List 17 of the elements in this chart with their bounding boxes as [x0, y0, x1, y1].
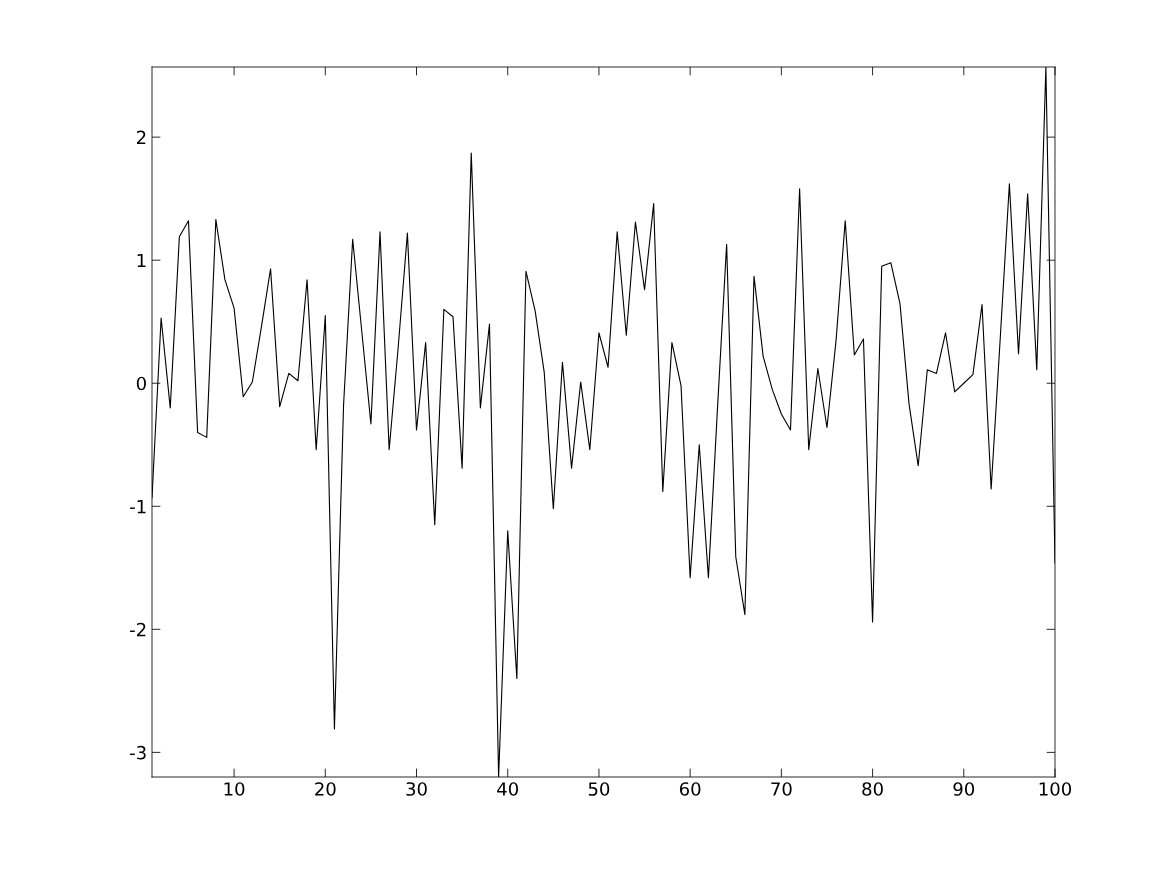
- y-tick-label: 0: [136, 376, 146, 391]
- x-tick-label: 100: [1039, 782, 1072, 796]
- y-tick-label: -3: [130, 745, 146, 760]
- y-tick-label: 1: [137, 253, 146, 268]
- y-tick-label: 2: [136, 130, 146, 144]
- y-tick-label: -2: [130, 622, 146, 637]
- y-tick-label: -1: [130, 499, 146, 514]
- x-tick-label: 50: [588, 782, 610, 796]
- x-tick-label: 80: [862, 782, 883, 796]
- x-tick-label: 90: [953, 782, 975, 796]
- x-tick-label: 70: [771, 782, 792, 796]
- line-series: [152, 67, 1055, 777]
- x-tick-label: 40: [497, 782, 519, 796]
- x-tick-label: 10: [224, 782, 245, 796]
- x-tick-label: 60: [679, 782, 701, 796]
- x-tick-label: 30: [406, 782, 427, 796]
- x-tick-label: 20: [315, 782, 336, 796]
